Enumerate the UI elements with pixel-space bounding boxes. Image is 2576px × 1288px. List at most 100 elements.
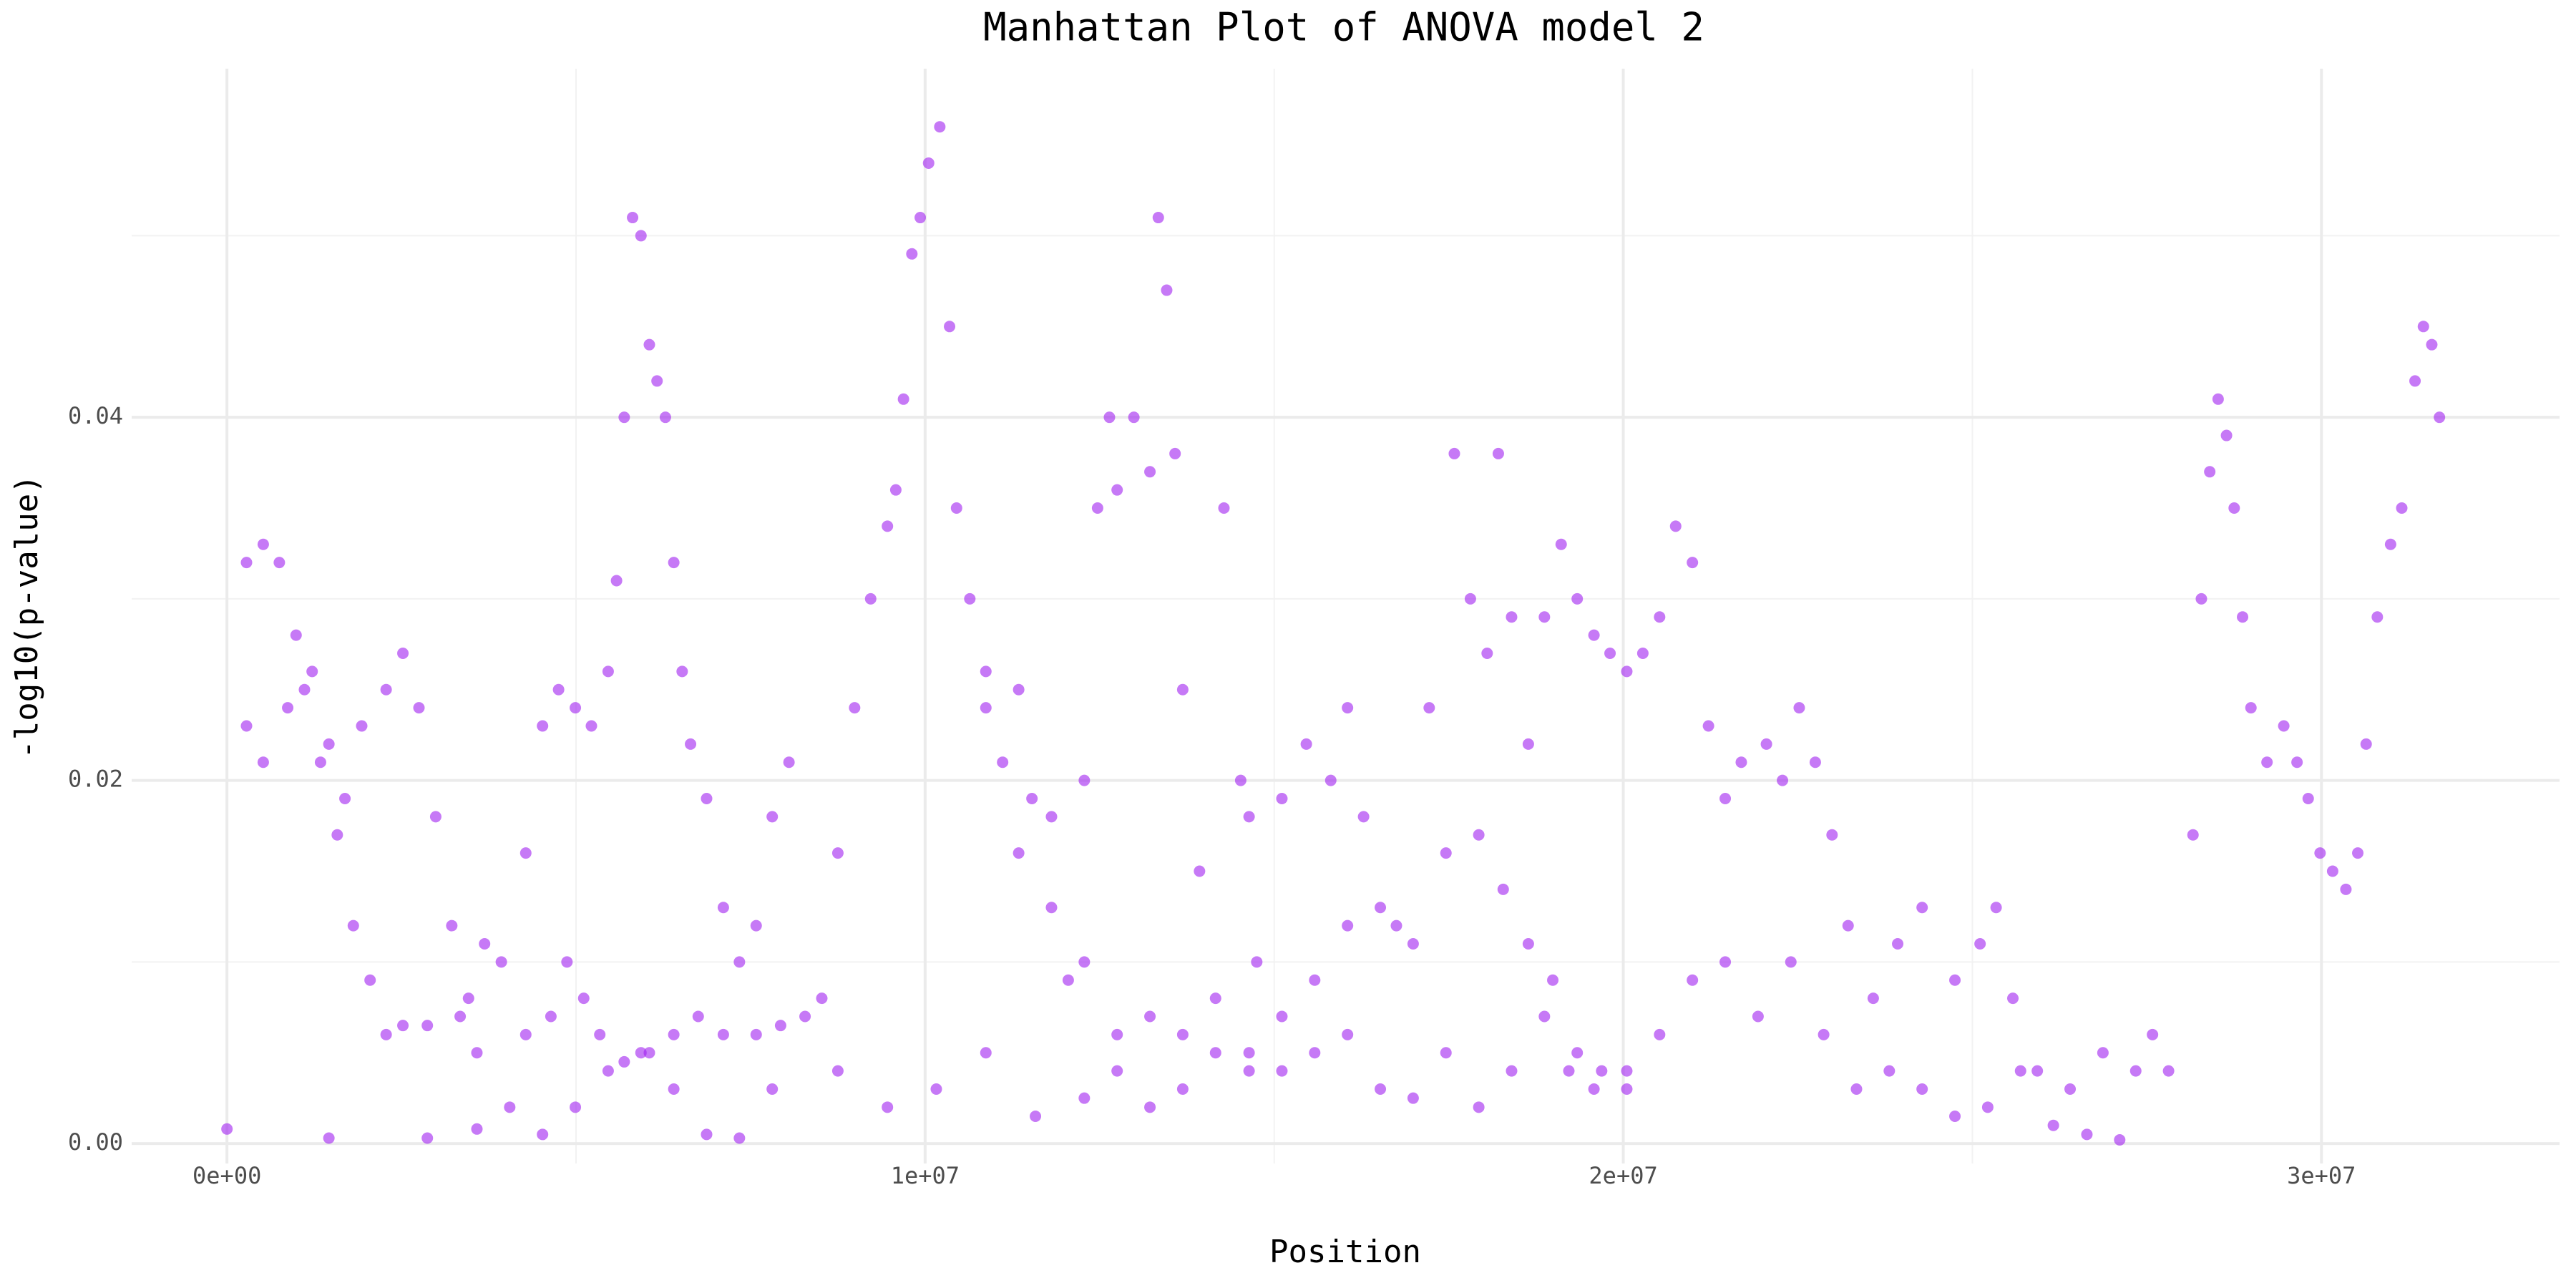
data-point (922, 157, 935, 169)
data-point (1777, 774, 1789, 786)
x-tick-label: 0e+00 (192, 1162, 261, 1189)
points (221, 121, 2446, 1146)
data-point (717, 902, 729, 914)
data-point (519, 1028, 532, 1040)
data-point (1752, 1010, 1764, 1023)
data-point (1464, 592, 1476, 605)
data-point (2162, 1065, 2175, 1077)
data-point (1440, 1047, 1452, 1059)
data-point (816, 992, 828, 1005)
data-point (1013, 847, 1025, 859)
data-point (1276, 1010, 1288, 1023)
data-point (2147, 1028, 2159, 1040)
data-point (733, 956, 746, 968)
data-point (1793, 702, 1805, 714)
data-point (462, 992, 474, 1005)
data-point (1867, 992, 1879, 1005)
data-point (774, 1020, 786, 1032)
data-point (1654, 1028, 1666, 1040)
data-point (2228, 502, 2240, 514)
data-point (1719, 793, 1732, 804)
x-tick-label: 3e+07 (2287, 1162, 2356, 1189)
data-point (552, 683, 565, 696)
data-point (1111, 1028, 1123, 1040)
data-point (1473, 1101, 1485, 1113)
data-point (1596, 1065, 1608, 1077)
data-point (2129, 1065, 2142, 1077)
data-point (1276, 1065, 1288, 1077)
data-point (446, 919, 458, 932)
data-point (1654, 611, 1666, 623)
data-point (643, 1047, 655, 1059)
data-point (2278, 720, 2290, 732)
data-point (1111, 484, 1123, 496)
data-point (347, 919, 359, 932)
data-point (2245, 702, 2257, 714)
data-point (1702, 720, 1714, 732)
x-tick-label: 1e+07 (891, 1162, 960, 1189)
data-point (766, 1083, 779, 1095)
data-point (1538, 1010, 1551, 1023)
data-point (1309, 974, 1321, 986)
data-point (831, 847, 844, 859)
data-point (1251, 956, 1263, 968)
data-point (1243, 811, 1255, 823)
data-point (1571, 592, 1584, 605)
data-point (668, 1028, 680, 1040)
data-point (849, 702, 861, 714)
data-point (1981, 1101, 1994, 1113)
data-point (570, 702, 582, 714)
data-point (701, 1128, 713, 1141)
data-point (240, 557, 253, 569)
data-point (1818, 1028, 1830, 1040)
data-point (1883, 1065, 1896, 1077)
data-point (2409, 375, 2421, 387)
data-point (1547, 974, 1559, 986)
data-point (1176, 1028, 1189, 1040)
data-point (1407, 1092, 1419, 1104)
data-point (831, 1065, 844, 1077)
data-point (1687, 974, 1699, 986)
data-point (380, 1028, 392, 1040)
data-point (413, 702, 425, 714)
data-point (306, 665, 318, 678)
data-point (1669, 520, 1682, 532)
data-point (397, 1020, 409, 1032)
data-point (602, 1065, 614, 1077)
data-point (930, 1083, 942, 1095)
data-point (2340, 883, 2352, 895)
data-point (1144, 1101, 1156, 1113)
x-axis-title: Position (1269, 1234, 1421, 1270)
data-point (2291, 756, 2303, 769)
data-point (980, 665, 992, 678)
data-point (1735, 756, 1747, 769)
data-point (1144, 466, 1156, 478)
data-point (2097, 1047, 2109, 1059)
data-point (1522, 937, 1534, 950)
data-point (1375, 902, 1387, 914)
data-point (421, 1020, 434, 1032)
data-point (1152, 212, 1164, 224)
data-point (2204, 466, 2216, 478)
data-point (914, 212, 927, 224)
data-point (2302, 793, 2314, 804)
data-point (1169, 447, 1181, 459)
data-point (1892, 937, 1904, 950)
data-point (1916, 1083, 1928, 1095)
data-point (1342, 1028, 1354, 1040)
data-point (750, 1028, 762, 1040)
data-point (1176, 1083, 1189, 1095)
data-point (471, 1123, 483, 1135)
data-point (733, 1132, 746, 1144)
data-point (1826, 829, 1838, 841)
data-point (1949, 974, 1961, 986)
data-point (2212, 393, 2224, 405)
data-point (1218, 502, 1230, 514)
data-point (934, 121, 946, 133)
data-point (2360, 738, 2372, 750)
data-point (2220, 429, 2233, 441)
data-point (2434, 411, 2446, 424)
data-point (298, 683, 311, 696)
